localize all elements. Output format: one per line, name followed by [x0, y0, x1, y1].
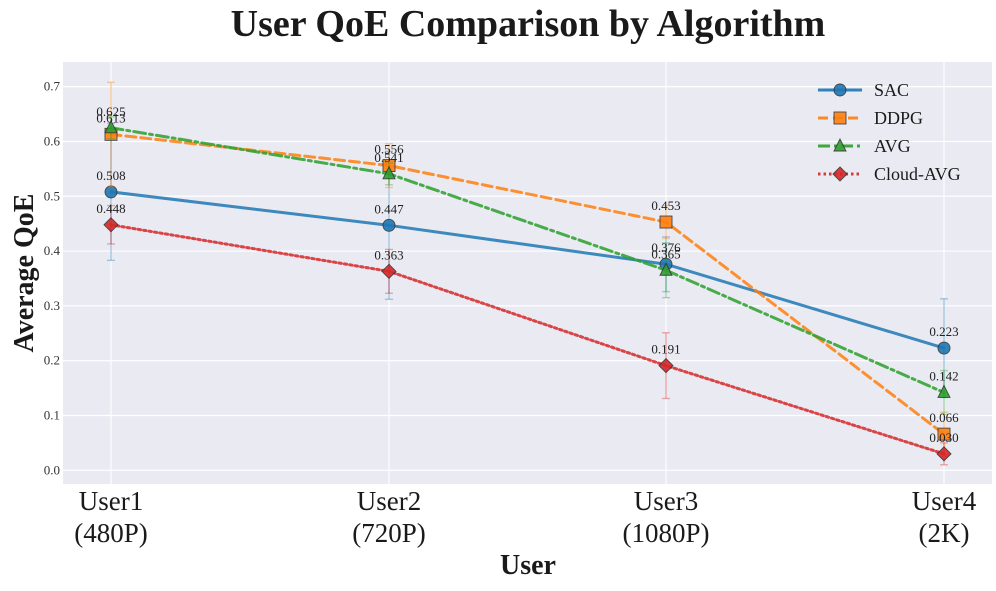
- series-line: [109, 190, 946, 350]
- series-cloud-avg: [103, 204, 952, 466]
- marker-diamond: [103, 217, 119, 233]
- marker-diamond: [658, 357, 674, 374]
- data-label: 0.508: [96, 168, 125, 183]
- legend-label: AVG: [874, 136, 911, 156]
- marker-triangle: [833, 137, 847, 152]
- data-label: 0.613: [96, 110, 125, 125]
- data-label: 0.556: [374, 142, 404, 157]
- x-tick-label: User2 (720P): [352, 486, 426, 548]
- x-tick-line-2: (2K): [919, 518, 970, 548]
- series-line: [109, 223, 946, 456]
- x-tick-label: User3 (1080P): [623, 486, 710, 548]
- y-tick-label: 0.5: [44, 188, 60, 203]
- data-label: 0.142: [929, 368, 958, 383]
- marker-triangle: [104, 119, 118, 134]
- legend-label: SAC: [874, 80, 909, 100]
- legend-item-sac[interactable]: SAC: [818, 80, 909, 100]
- data-label: 0.066: [929, 410, 959, 425]
- marker-diamond: [936, 446, 952, 462]
- x-tick-line-2: (480P): [74, 518, 148, 548]
- marker-triangle: [382, 165, 396, 180]
- x-axis-label: User: [500, 550, 556, 581]
- y-tick-label: 0.2: [44, 353, 60, 368]
- marker-square: [659, 215, 673, 229]
- legend-label: Cloud-AVG: [874, 164, 961, 184]
- plot-area: [63, 62, 992, 484]
- data-label: 0.376: [651, 240, 681, 255]
- marker-circle: [382, 218, 396, 232]
- marker-square: [937, 427, 951, 441]
- series-line: [109, 126, 946, 394]
- data-label: 0.191: [651, 342, 680, 357]
- y-axis-label: Average QoE: [9, 194, 40, 353]
- legend[interactable]: SAC DDPG AVG Cloud-AVG: [818, 80, 961, 184]
- legend-item-ddpg[interactable]: DDPG: [818, 108, 923, 128]
- x-tick-line-1: User2: [357, 486, 421, 516]
- x-tick-label: User1 (480P): [74, 486, 148, 548]
- data-label: 0.030: [929, 430, 958, 445]
- marker-triangle: [937, 384, 951, 398]
- x-tick-label: User4 (2K): [912, 486, 977, 548]
- marker-diamond: [832, 166, 848, 182]
- x-tick-line-2: (720P): [352, 518, 426, 548]
- x-tick-line-1: User1: [79, 486, 143, 516]
- legend-label: DDPG: [874, 108, 923, 128]
- series-group: [103, 81, 952, 466]
- grid: [63, 62, 992, 484]
- data-labels: 0.508 0.447 0.376 0.223 0.613 0.556 0.453 0.066…: [96, 104, 959, 445]
- legend-item-avg[interactable]: AVG: [818, 136, 911, 156]
- data-label: 0.365: [651, 246, 680, 261]
- marker-circle: [937, 341, 951, 355]
- x-tick-line-1: User3: [634, 486, 698, 516]
- marker-circle: [833, 83, 847, 97]
- data-label: 0.541: [374, 150, 403, 165]
- chart-title: User QoE Comparison by Algorithm: [231, 3, 826, 45]
- y-tick-label: 0.0: [44, 462, 60, 477]
- y-axis-ticks: 0.0 0.1 0.2 0.3 0.4 0.5 0.6 0.7: [44, 79, 61, 478]
- data-label: 0.453: [651, 198, 680, 213]
- marker-triangle: [659, 262, 673, 276]
- data-label: 0.447: [374, 201, 404, 216]
- y-tick-label: 0.6: [44, 133, 61, 148]
- data-label: 0.363: [374, 247, 403, 262]
- x-axis-ticks: User1 (480P)User2 (720P)User3 (1080P)User4(…: [74, 486, 976, 548]
- x-tick-line-2: (1080P): [623, 518, 710, 548]
- legend-item-cloud-avg[interactable]: Cloud-AVG: [818, 164, 961, 184]
- y-tick-label: 0.1: [44, 407, 60, 422]
- data-label: 0.448: [96, 201, 125, 216]
- data-label: 0.625: [96, 104, 125, 119]
- marker-circle: [104, 185, 118, 199]
- y-tick-label: 0.4: [44, 243, 61, 258]
- data-label: 0.223: [929, 324, 958, 339]
- x-tick-line-1: User4: [912, 486, 977, 516]
- y-tick-label: 0.3: [44, 298, 60, 313]
- y-tick-label: 0.7: [44, 79, 61, 94]
- series-avg: [104, 116, 951, 416]
- marker-diamond: [381, 263, 397, 279]
- marker-square: [833, 111, 847, 125]
